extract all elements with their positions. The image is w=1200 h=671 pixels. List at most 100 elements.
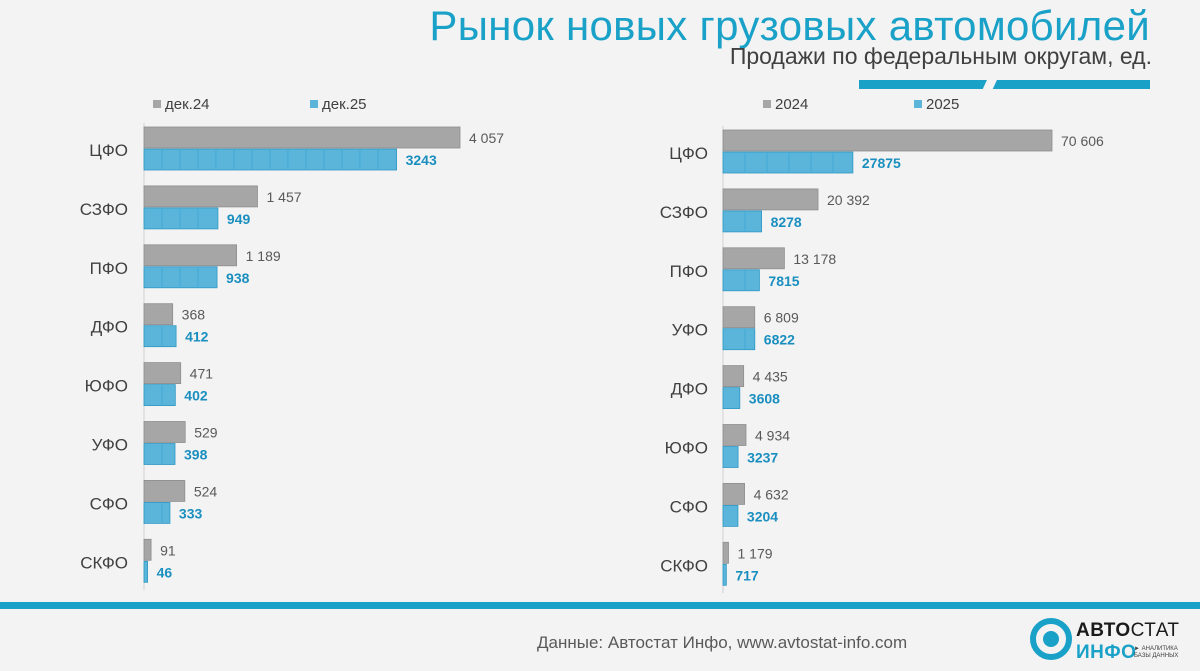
value-label-prev: 368: [182, 307, 206, 323]
chart-right: ЦФО 70 606 27875 СЗФО 20 392 8278 ПФО 13 178 781…: [660, 126, 1104, 594]
bar-curr: [722, 210, 762, 233]
bar-prev: [143, 538, 152, 561]
bar-prev: [143, 185, 258, 208]
page-subtitle: Продажи по федеральным округам, ед.: [729, 43, 1152, 69]
bar-curr: [722, 446, 739, 468]
value-label-prev: 4 435: [753, 369, 788, 385]
bar-curr: [143, 501, 171, 524]
bar-curr: [143, 207, 219, 230]
value-label-prev: 529: [194, 425, 218, 441]
value-label-curr: 398: [184, 447, 208, 463]
bar-curr: [722, 269, 760, 292]
legend-label: 2025: [926, 96, 960, 113]
legend-label: дек.25: [322, 96, 367, 113]
bar-prev: [722, 129, 1053, 152]
value-label-prev: 13 178: [793, 251, 836, 267]
value-label-prev: 1 179: [737, 545, 772, 561]
value-label-prev: 4 057: [469, 130, 504, 146]
value-label-prev: 471: [190, 366, 214, 382]
value-label-prev: 91: [160, 542, 176, 558]
bar-curr: [722, 151, 854, 174]
bar-prev: [143, 126, 461, 149]
value-label-curr: 6822: [764, 332, 795, 348]
bar-prev: [143, 479, 186, 502]
value-label-curr: 949: [227, 211, 251, 227]
category-label: ПФО: [90, 259, 128, 278]
logo-ring-icon: [1030, 618, 1072, 660]
category-label: СФО: [90, 494, 128, 513]
category-label: ДФО: [91, 318, 128, 337]
value-label-curr: 402: [184, 388, 208, 404]
bar-prev: [722, 482, 745, 505]
bar-curr: [722, 563, 727, 586]
logo-wordmark-top: АВТОСТАТ: [1076, 620, 1180, 641]
title-accent-bar: [859, 80, 1150, 89]
logo-dot-icon: [1043, 631, 1059, 647]
category-label: ПФО: [670, 262, 708, 281]
value-label-curr: 46: [157, 564, 173, 580]
value-label-curr: 938: [226, 270, 250, 286]
value-label-prev: 524: [194, 483, 218, 499]
legend-label: дек.24: [165, 96, 210, 113]
value-label-curr: 333: [179, 505, 203, 521]
category-label: СФО: [670, 497, 708, 516]
bar-prev: [722, 188, 819, 211]
bar-prev: [722, 541, 729, 564]
avtostat-logo: АВТОСТАТ ИНФО ► АНАЛИТИКА БАЗЫ ДАННЫХ: [1030, 616, 1195, 671]
bar-prev: [722, 365, 745, 388]
footer-divider: [0, 602, 1200, 609]
legend-right-curr: 2025: [914, 96, 959, 113]
category-label: ДФО: [671, 380, 708, 399]
category-label: УФО: [672, 321, 708, 340]
value-label-curr: 3608: [749, 391, 780, 407]
bar-prev: [143, 244, 238, 267]
logo-tagline: ► АНАЛИТИКА БАЗЫ ДАННЫХ: [1134, 646, 1179, 659]
bar-prev: [722, 424, 747, 446]
category-label: ЦФО: [89, 141, 128, 160]
bar-curr: [143, 384, 176, 407]
value-label-curr: 717: [735, 567, 759, 583]
legend-swatch-icon: [914, 100, 922, 108]
value-label-prev: 1 457: [266, 189, 301, 205]
bar-curr: [722, 387, 741, 410]
category-label: СЗФО: [80, 200, 128, 219]
legend-swatch-icon: [153, 100, 161, 108]
category-label: СКФО: [660, 556, 708, 575]
bar-curr: [143, 560, 148, 583]
value-label-curr: 8278: [771, 214, 802, 230]
logo-wordmark-bottom: ИНФО: [1076, 642, 1137, 663]
bar-prev: [143, 303, 174, 326]
page-title: Рынок новых грузовых автомобилей: [429, 2, 1150, 49]
value-label-curr: 27875: [862, 155, 901, 171]
bar-prev: [143, 362, 182, 385]
value-label-curr: 7815: [768, 273, 799, 289]
value-label-curr: 3243: [406, 152, 437, 168]
value-label-curr: 3204: [747, 508, 778, 524]
category-label: СКФО: [80, 553, 128, 572]
bar-prev: [722, 306, 756, 329]
category-label: ЮФО: [665, 439, 708, 458]
value-label-curr: 3237: [747, 450, 778, 466]
value-label-prev: 70 606: [1061, 133, 1104, 149]
bar-curr: [143, 443, 176, 465]
category-label: УФО: [92, 436, 128, 455]
category-label: СЗФО: [660, 203, 708, 222]
legend-swatch-icon: [763, 100, 771, 108]
value-label-prev: 20 392: [827, 192, 870, 208]
legend-label: 2024: [775, 96, 809, 113]
chart-left: ЦФО 4 057 3243 СЗФО 1 457 949 ПФО 1 189 938 ДФО 36…: [80, 123, 504, 591]
category-label: ЮФО: [85, 377, 128, 396]
bar-curr: [722, 504, 739, 527]
bar-curr: [143, 325, 177, 348]
legend-right-prev: 2024: [763, 96, 808, 113]
value-label-prev: 1 189: [246, 248, 281, 264]
legend-left-curr: дек.25: [310, 96, 367, 113]
bar-prev: [143, 421, 186, 443]
footer-source: Данные: Автостат Инфо, www.avtostat-info…: [537, 633, 908, 652]
bar-prev: [722, 247, 785, 270]
value-label-curr: 412: [185, 329, 209, 345]
value-label-prev: 4 934: [755, 428, 790, 444]
legend-swatch-icon: [310, 100, 318, 108]
category-label: ЦФО: [669, 144, 708, 163]
legend-left-prev: дек.24: [153, 96, 210, 113]
